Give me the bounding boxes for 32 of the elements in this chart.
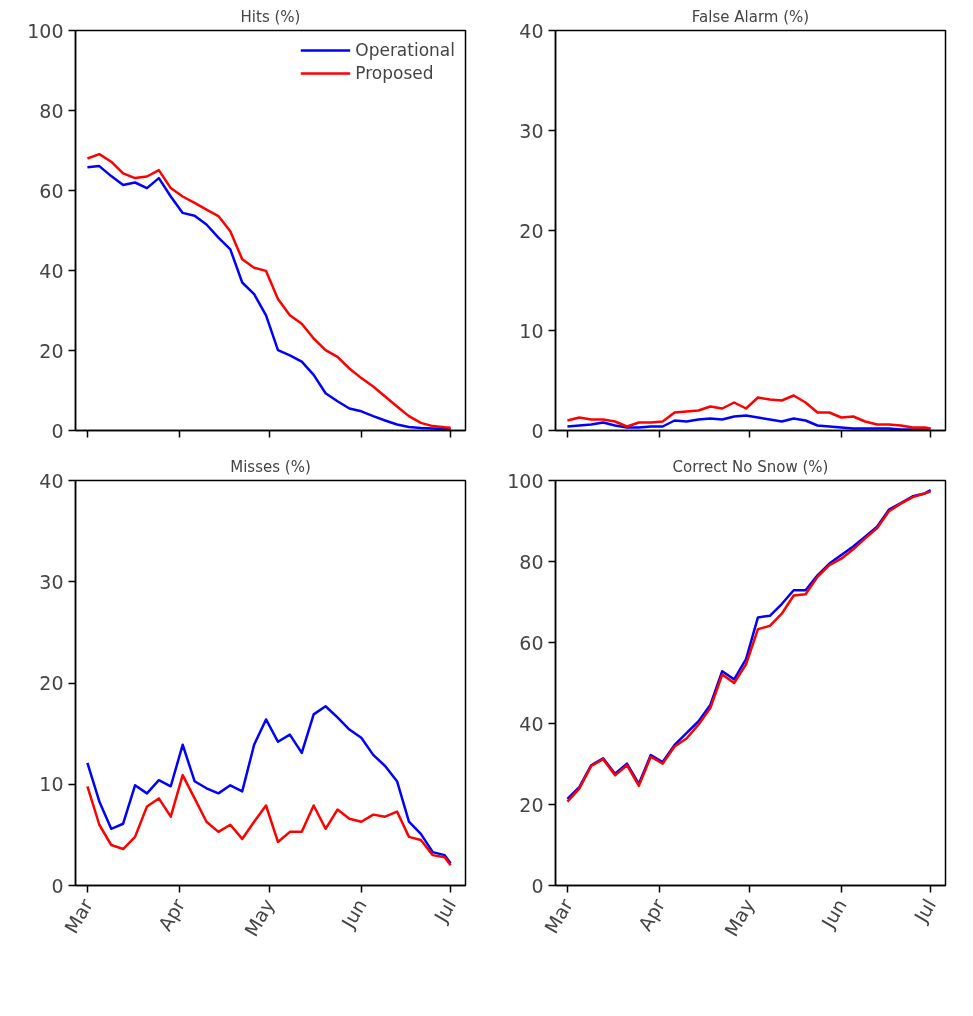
y-tick-label: 0 [531, 419, 544, 442]
y-tick-label: 40 [519, 712, 544, 735]
y-tick-label: 40 [39, 469, 64, 492]
y-tick-label: 0 [531, 874, 544, 897]
y-tick-label: 40 [519, 19, 544, 42]
y-tick-label: 100 [27, 19, 64, 42]
x-tick-label: Jun [336, 895, 371, 933]
y-tick-label: 20 [39, 672, 64, 694]
y-tick-label: 0 [51, 419, 64, 442]
chart-title: Correct No Snow (%) [672, 457, 829, 476]
y-tick-label: 20 [519, 793, 544, 816]
y-tick-label: 80 [519, 550, 544, 573]
chart-title: False Alarm (%) [691, 7, 810, 26]
x-tick-label: Jun [816, 895, 851, 933]
x-tick-label: Jul [909, 894, 941, 927]
y-tick-label: 40 [39, 259, 64, 282]
legend-label: Operational [355, 40, 455, 60]
chart-title: Misses (%) [230, 457, 311, 476]
x-tick-label: Jul [429, 894, 461, 927]
y-tick-label: 20 [519, 219, 544, 242]
y-tick-label: 80 [39, 99, 64, 122]
chart-title: Hits (%) [240, 7, 301, 26]
y-tick-label: 20 [39, 339, 64, 362]
y-tick-label: 30 [39, 570, 64, 593]
y-tick-label: 10 [519, 319, 544, 342]
y-tick-label: 30 [519, 119, 544, 142]
y-tick-label: 100 [507, 469, 544, 492]
y-tick-label: 60 [39, 179, 64, 202]
y-tick-label: 0 [51, 874, 64, 897]
y-tick-label: 10 [39, 773, 64, 796]
y-tick-label: 60 [519, 631, 544, 654]
legend-label: Proposed [355, 63, 434, 83]
